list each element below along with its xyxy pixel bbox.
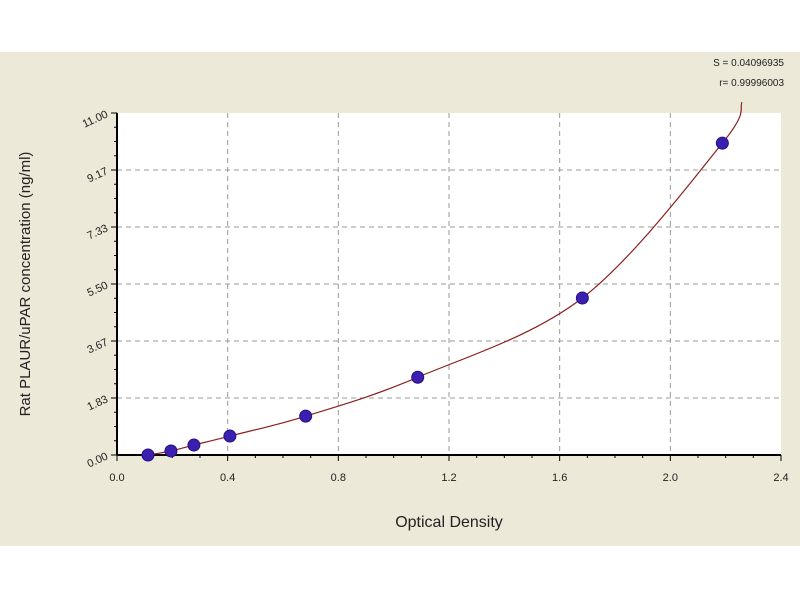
y-tick-label: 3.67	[85, 336, 109, 356]
data-point	[187, 438, 201, 452]
data-point	[164, 444, 178, 458]
y-tick-label: 0.00	[85, 450, 109, 470]
data-point	[411, 370, 425, 384]
stat-s: S = 0.04096935	[713, 58, 784, 69]
data-point	[299, 409, 313, 423]
x-tick-labels: 0.0 0.4 0.8 1.2 1.6 2.0 2.4	[109, 472, 788, 484]
data-point	[715, 136, 729, 150]
fit-curve	[147, 101, 743, 456]
y-tick-labels: 0.00 1.83 3.67 5.50 7.33 9.17 11.00	[81, 108, 110, 470]
x-tick-label: 2.0	[663, 472, 678, 484]
y-tick-label: 7.33	[85, 222, 109, 242]
x-tick-label: 2.4	[773, 472, 788, 484]
x-tick-label: 0.4	[220, 472, 235, 484]
y-tick-label: 5.50	[85, 279, 109, 299]
data-point	[223, 429, 237, 443]
grid-lines	[117, 113, 781, 455]
x-tick-label: 0.8	[331, 472, 346, 484]
y-tick-label: 11.00	[81, 108, 110, 130]
data-point	[575, 291, 589, 305]
x-tick-label: 1.6	[552, 472, 567, 484]
data-points	[141, 136, 729, 462]
y-tick-label: 9.17	[85, 165, 109, 185]
y-tick-label: 1.83	[85, 393, 109, 413]
data-point	[141, 448, 155, 462]
x-tick-label: 0.0	[109, 472, 124, 484]
x-tick-label: 1.2	[441, 472, 456, 484]
axes	[111, 112, 782, 461]
x-axis-label: Optical Density	[395, 514, 503, 531]
stat-r: r= 0.99996003	[719, 78, 784, 89]
y-axis-label: Rat PLAUR/uPAR concentration (ng/ml)	[17, 152, 34, 417]
